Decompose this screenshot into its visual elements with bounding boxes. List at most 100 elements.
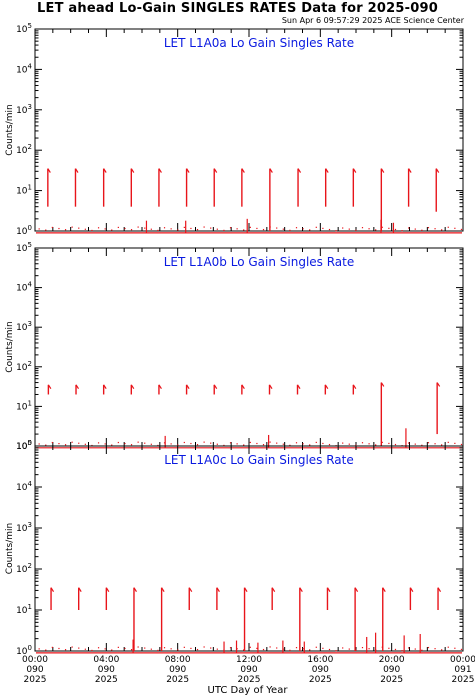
series-point [262, 443, 265, 446]
x-axis-label: UTC Day of Year [207, 685, 288, 696]
y-tick-base: 10 [16, 244, 28, 254]
series-point [243, 649, 245, 651]
series-point [130, 649, 133, 651]
series-point [157, 229, 159, 232]
series-point [45, 229, 47, 231]
series-point [256, 227, 258, 230]
series-point [434, 228, 436, 230]
series-spike-tail [130, 384, 135, 390]
series-point [223, 229, 225, 231]
series-spike-tail [324, 384, 329, 390]
series-point [322, 647, 324, 649]
series-spike-tail [409, 587, 414, 592]
series-point [361, 442, 364, 444]
y-tick-exponent: 5 [28, 241, 32, 249]
series-point [408, 227, 410, 229]
series-point [163, 647, 166, 649]
series-point [262, 228, 265, 231]
series-point [342, 442, 344, 444]
y-tick-exponent: 1 [28, 184, 32, 192]
series-point [289, 229, 291, 231]
series-point [427, 442, 430, 444]
series-point [441, 444, 443, 446]
series-point [394, 648, 397, 651]
series-point [51, 226, 53, 229]
panel-title-3: LET L1A0c Lo Gain Singles Rate [164, 453, 354, 467]
y-tick-exponent: 2 [28, 562, 32, 570]
series-point [71, 226, 73, 228]
series-point [111, 229, 113, 231]
series-spike-tail [161, 587, 165, 592]
series-point [84, 443, 86, 445]
series-point [427, 646, 430, 649]
x-tick-doy: 091 [454, 665, 471, 675]
y-tick-label: 105 [16, 241, 32, 254]
series-point [289, 444, 291, 446]
series-point [328, 228, 331, 231]
series-point [414, 228, 416, 230]
series-point [203, 226, 205, 228]
series-spike-tail [105, 587, 110, 592]
panel-frame-2 [34, 247, 464, 447]
y-tick-base: 10 [16, 284, 28, 294]
series-point [130, 444, 133, 446]
series-point [315, 441, 317, 444]
series-point [210, 647, 212, 649]
series-point [348, 648, 350, 650]
y-axis-label: Counts/min [5, 104, 15, 155]
series-point [157, 444, 159, 447]
y-tick-label: 104 [16, 62, 32, 75]
series-point [78, 647, 80, 649]
series-spike-tail [380, 382, 385, 387]
y-tick-label: 101 [16, 603, 32, 616]
series-point [190, 647, 192, 650]
series-point [150, 443, 152, 445]
series-point [309, 229, 311, 231]
series-point [388, 227, 390, 229]
series-point [104, 228, 106, 230]
y-tick-base: 10 [16, 146, 28, 156]
series-point [256, 647, 258, 649]
series-point [348, 228, 350, 230]
series-spike-tail [354, 587, 359, 592]
y-tick-base: 10 [16, 442, 28, 452]
series-point [170, 228, 172, 230]
y-tick-label: 104 [16, 480, 32, 493]
series-point [460, 228, 463, 231]
series-point [243, 229, 245, 231]
series-point [289, 649, 291, 651]
series-point [236, 443, 238, 445]
y-tick-base: 10 [16, 483, 28, 493]
series-point [117, 646, 119, 648]
series-point [295, 227, 298, 229]
series-point [302, 648, 304, 650]
series-spike-tail [269, 168, 273, 173]
series-spike-tail [326, 587, 331, 592]
series-point [216, 648, 218, 650]
y-tick-base: 10 [16, 402, 28, 412]
series-point [38, 443, 40, 445]
series-point [401, 650, 403, 652]
series-spike-tail [271, 587, 276, 592]
series-spike-tail [213, 384, 218, 390]
y-tick-base: 10 [16, 187, 28, 197]
series-point [381, 441, 383, 443]
y-tick-label: 103 [16, 320, 32, 333]
series-spike-tail [186, 168, 190, 173]
x-tick-time: 12:00 [236, 655, 262, 665]
series-point [170, 443, 172, 445]
series-point [97, 227, 100, 229]
series-point [203, 441, 205, 443]
series-point [229, 647, 232, 649]
series-point [322, 227, 324, 229]
x-tick-time: 08:00 [165, 655, 191, 665]
series-point [243, 444, 245, 446]
y-tick-label: 100 [16, 224, 32, 237]
series-point [335, 230, 337, 232]
y-axis-label: Counts/min [5, 321, 15, 372]
y-tick-base: 10 [16, 606, 28, 616]
series-spike-tail [186, 384, 190, 390]
series-spike-tail [158, 384, 162, 390]
series-spike-tail [352, 384, 357, 390]
series-point [322, 442, 324, 445]
